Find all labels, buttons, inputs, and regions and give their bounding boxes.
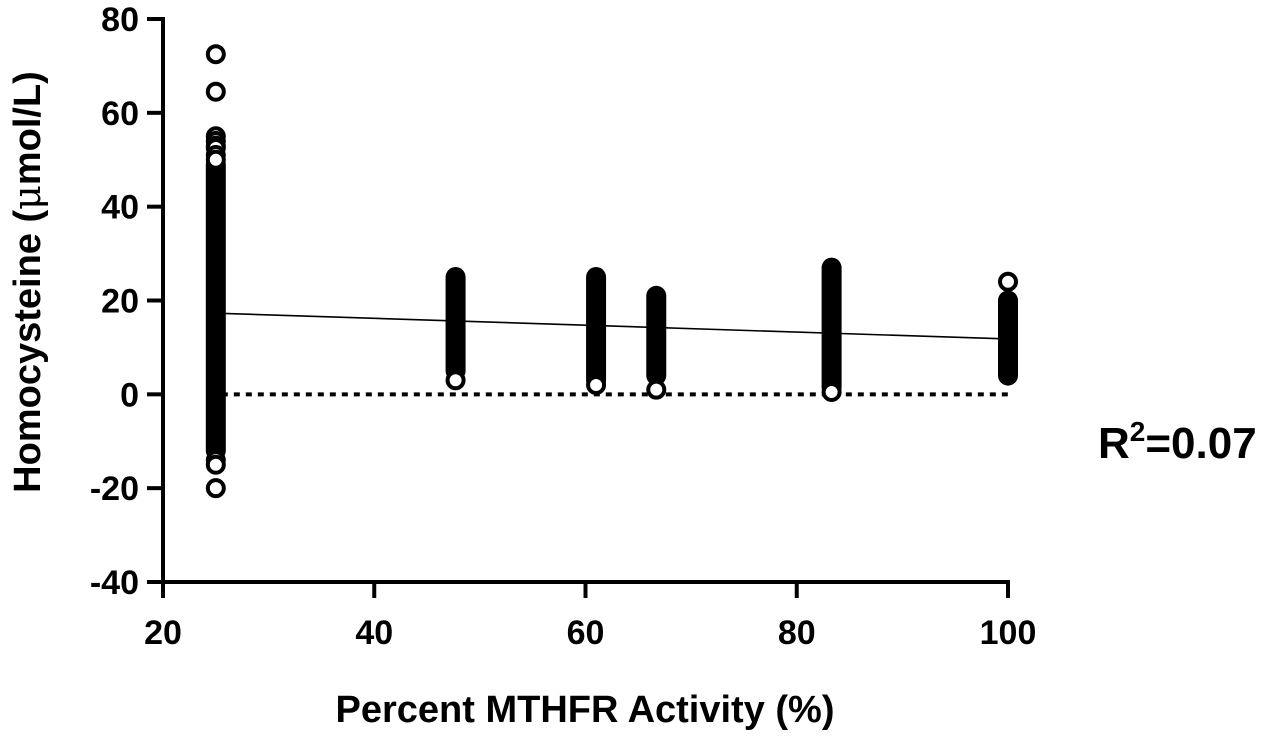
y-tick-label: 80 <box>101 1 139 39</box>
r-squared-label: R <box>1098 419 1130 468</box>
x-tick-label: 20 <box>144 614 182 652</box>
dense-points-column <box>205 154 226 461</box>
dense-points-column <box>821 257 842 398</box>
y-tick-label: 20 <box>101 283 139 321</box>
data-points <box>205 44 1018 499</box>
x-tick-label: 100 <box>980 614 1037 652</box>
point-group <box>205 44 226 499</box>
dense-points-column <box>646 285 667 386</box>
y-axis-label-suffix: mol/L) <box>7 71 49 185</box>
regression-line-group <box>215 312 1009 340</box>
point-group <box>998 271 1018 386</box>
data-point <box>205 44 226 65</box>
r-squared-value: =0.07 <box>1145 419 1256 468</box>
data-point <box>445 370 466 391</box>
ticks: -40 -20 0 20 40 60 80 20 40 60 80 100 <box>90 1 1037 652</box>
regression-line <box>215 312 1009 340</box>
dense-points-column <box>998 290 1018 386</box>
point-group <box>646 285 667 400</box>
data-point <box>205 149 226 170</box>
data-point <box>821 381 842 402</box>
point-group <box>586 267 607 395</box>
y-tick-label: 60 <box>101 95 139 133</box>
y-axis-label-mu: μ <box>5 185 49 210</box>
dense-points-column <box>445 267 466 381</box>
axes <box>161 17 1010 584</box>
r-squared-annotation: R2=0.07 <box>1098 416 1257 468</box>
data-point <box>646 379 667 400</box>
y-tick-label: 0 <box>120 376 139 414</box>
data-point <box>998 271 1018 292</box>
point-group <box>445 267 466 391</box>
y-axis-label: Homocysteine (μmol/L) <box>5 71 49 493</box>
data-point <box>205 81 226 102</box>
y-tick-label: 40 <box>101 189 139 227</box>
data-point <box>586 374 607 395</box>
dense-points-column <box>586 267 607 391</box>
y-tick-label: -20 <box>90 470 139 508</box>
r-squared-superscript: 2 <box>1130 416 1146 447</box>
data-point <box>205 478 226 499</box>
y-axis-label-prefix: Homocysteine ( <box>7 210 49 493</box>
x-tick-label: 40 <box>355 614 393 652</box>
x-tick-label: 60 <box>567 614 605 652</box>
x-tick-label: 80 <box>778 614 816 652</box>
y-tick-label: -40 <box>90 564 139 602</box>
point-group <box>821 257 842 402</box>
data-point <box>205 454 226 475</box>
x-axis-label: Percent MTHFR Activity (%) <box>336 689 835 731</box>
